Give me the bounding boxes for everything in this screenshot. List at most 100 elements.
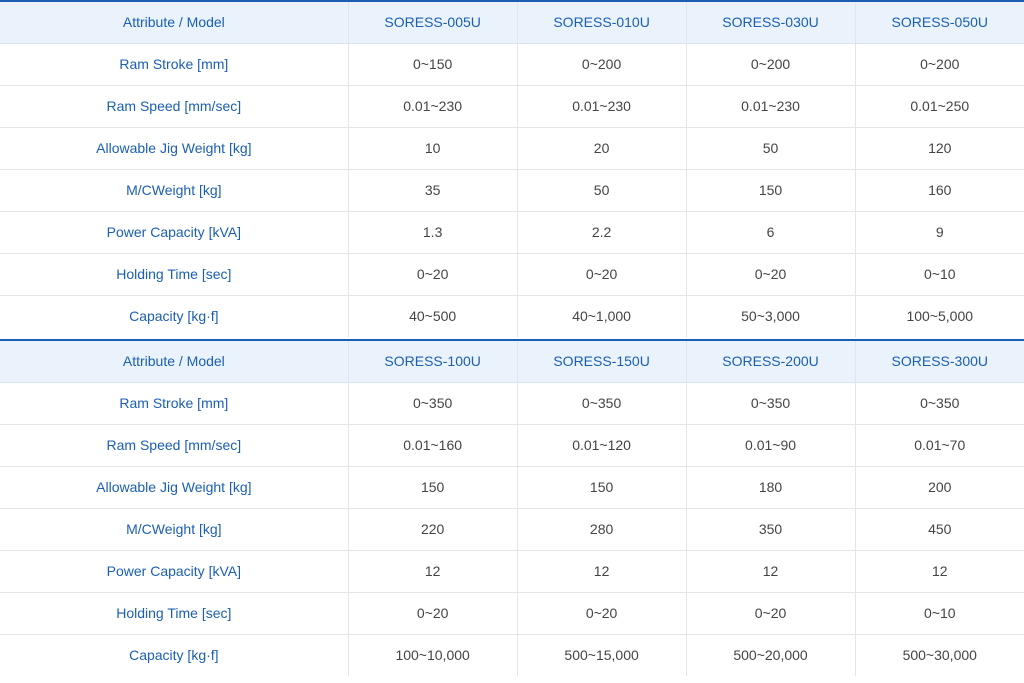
spec-tables-container: Attribute / Model SORESS-005U SORESS-010…	[0, 0, 1024, 676]
value-cell: 0.01~70	[855, 424, 1024, 466]
attr-cell: Ram Stroke [mm]	[0, 382, 348, 424]
header-attribute: Attribute / Model	[0, 1, 348, 43]
value-cell: 40~1,000	[517, 295, 686, 337]
table-row: Ram Speed [mm/sec] 0.01~230 0.01~230 0.0…	[0, 85, 1024, 127]
attr-cell: Ram Speed [mm/sec]	[0, 424, 348, 466]
value-cell: 0~20	[686, 592, 855, 634]
value-cell: 500~20,000	[686, 634, 855, 676]
table-body: Ram Stroke [mm] 0~350 0~350 0~350 0~350 …	[0, 382, 1024, 676]
value-cell: 0~200	[517, 43, 686, 85]
header-model: SORESS-300U	[855, 340, 1024, 382]
attr-cell: Allowable Jig Weight [kg]	[0, 127, 348, 169]
value-cell: 0~350	[686, 382, 855, 424]
value-cell: 0.01~230	[517, 85, 686, 127]
value-cell: 2.2	[517, 211, 686, 253]
value-cell: 0~200	[855, 43, 1024, 85]
attr-cell: Holding Time [sec]	[0, 253, 348, 295]
value-cell: 0~20	[517, 592, 686, 634]
value-cell: 0~150	[348, 43, 517, 85]
header-model: SORESS-050U	[855, 1, 1024, 43]
value-cell: 12	[517, 550, 686, 592]
value-cell: 35	[348, 169, 517, 211]
attr-cell: Allowable Jig Weight [kg]	[0, 466, 348, 508]
table-row: Allowable Jig Weight [kg] 150 150 180 20…	[0, 466, 1024, 508]
attr-cell: Holding Time [sec]	[0, 592, 348, 634]
value-cell: 0.01~120	[517, 424, 686, 466]
value-cell: 0~20	[348, 253, 517, 295]
table-row: Holding Time [sec] 0~20 0~20 0~20 0~10	[0, 592, 1024, 634]
header-model: SORESS-200U	[686, 340, 855, 382]
value-cell: 0~200	[686, 43, 855, 85]
table-row: Allowable Jig Weight [kg] 10 20 50 120	[0, 127, 1024, 169]
attr-cell: M/CWeight [kg]	[0, 169, 348, 211]
value-cell: 150	[348, 466, 517, 508]
attr-cell: Ram Speed [mm/sec]	[0, 85, 348, 127]
table-row: Capacity [kg·f] 100~10,000 500~15,000 50…	[0, 634, 1024, 676]
header-model: SORESS-150U	[517, 340, 686, 382]
table-row: Ram Stroke [mm] 0~150 0~200 0~200 0~200	[0, 43, 1024, 85]
value-cell: 350	[686, 508, 855, 550]
value-cell: 12	[855, 550, 1024, 592]
value-cell: 9	[855, 211, 1024, 253]
value-cell: 0.01~230	[348, 85, 517, 127]
value-cell: 20	[517, 127, 686, 169]
value-cell: 50	[517, 169, 686, 211]
value-cell: 220	[348, 508, 517, 550]
value-cell: 0.01~90	[686, 424, 855, 466]
attr-cell: Power Capacity [kVA]	[0, 550, 348, 592]
header-attribute: Attribute / Model	[0, 340, 348, 382]
value-cell: 160	[855, 169, 1024, 211]
value-cell: 0~20	[348, 592, 517, 634]
attr-cell: Power Capacity [kVA]	[0, 211, 348, 253]
table-header-row: Attribute / Model SORESS-005U SORESS-010…	[0, 1, 1024, 43]
table-row: Capacity [kg·f] 40~500 40~1,000 50~3,000…	[0, 295, 1024, 337]
spec-table-2: Attribute / Model SORESS-100U SORESS-150…	[0, 339, 1024, 676]
table-row: Ram Speed [mm/sec] 0.01~160 0.01~120 0.0…	[0, 424, 1024, 466]
value-cell: 12	[348, 550, 517, 592]
table-body: Ram Stroke [mm] 0~150 0~200 0~200 0~200 …	[0, 43, 1024, 337]
attr-cell: Ram Stroke [mm]	[0, 43, 348, 85]
value-cell: 0~10	[855, 253, 1024, 295]
attr-cell: M/CWeight [kg]	[0, 508, 348, 550]
table-row: Power Capacity [kVA] 1.3 2.2 6 9	[0, 211, 1024, 253]
value-cell: 0~350	[517, 382, 686, 424]
value-cell: 500~15,000	[517, 634, 686, 676]
value-cell: 1.3	[348, 211, 517, 253]
value-cell: 0~20	[686, 253, 855, 295]
value-cell: 200	[855, 466, 1024, 508]
value-cell: 0~20	[517, 253, 686, 295]
value-cell: 6	[686, 211, 855, 253]
table-row: M/CWeight [kg] 220 280 350 450	[0, 508, 1024, 550]
value-cell: 120	[855, 127, 1024, 169]
value-cell: 12	[686, 550, 855, 592]
table-header-row: Attribute / Model SORESS-100U SORESS-150…	[0, 340, 1024, 382]
table-row: Holding Time [sec] 0~20 0~20 0~20 0~10	[0, 253, 1024, 295]
value-cell: 0.01~250	[855, 85, 1024, 127]
value-cell: 100~10,000	[348, 634, 517, 676]
value-cell: 50	[686, 127, 855, 169]
value-cell: 0~350	[855, 382, 1024, 424]
value-cell: 0.01~230	[686, 85, 855, 127]
attr-cell: Capacity [kg·f]	[0, 295, 348, 337]
value-cell: 0~350	[348, 382, 517, 424]
value-cell: 100~5,000	[855, 295, 1024, 337]
value-cell: 0~10	[855, 592, 1024, 634]
header-model: SORESS-005U	[348, 1, 517, 43]
table-row: M/CWeight [kg] 35 50 150 160	[0, 169, 1024, 211]
spec-table-1: Attribute / Model SORESS-005U SORESS-010…	[0, 0, 1024, 337]
attr-cell: Capacity [kg·f]	[0, 634, 348, 676]
table-row: Power Capacity [kVA] 12 12 12 12	[0, 550, 1024, 592]
value-cell: 450	[855, 508, 1024, 550]
value-cell: 10	[348, 127, 517, 169]
header-model: SORESS-010U	[517, 1, 686, 43]
value-cell: 500~30,000	[855, 634, 1024, 676]
table-row: Ram Stroke [mm] 0~350 0~350 0~350 0~350	[0, 382, 1024, 424]
value-cell: 180	[686, 466, 855, 508]
value-cell: 150	[686, 169, 855, 211]
value-cell: 0.01~160	[348, 424, 517, 466]
value-cell: 150	[517, 466, 686, 508]
value-cell: 50~3,000	[686, 295, 855, 337]
header-model: SORESS-100U	[348, 340, 517, 382]
value-cell: 40~500	[348, 295, 517, 337]
value-cell: 280	[517, 508, 686, 550]
